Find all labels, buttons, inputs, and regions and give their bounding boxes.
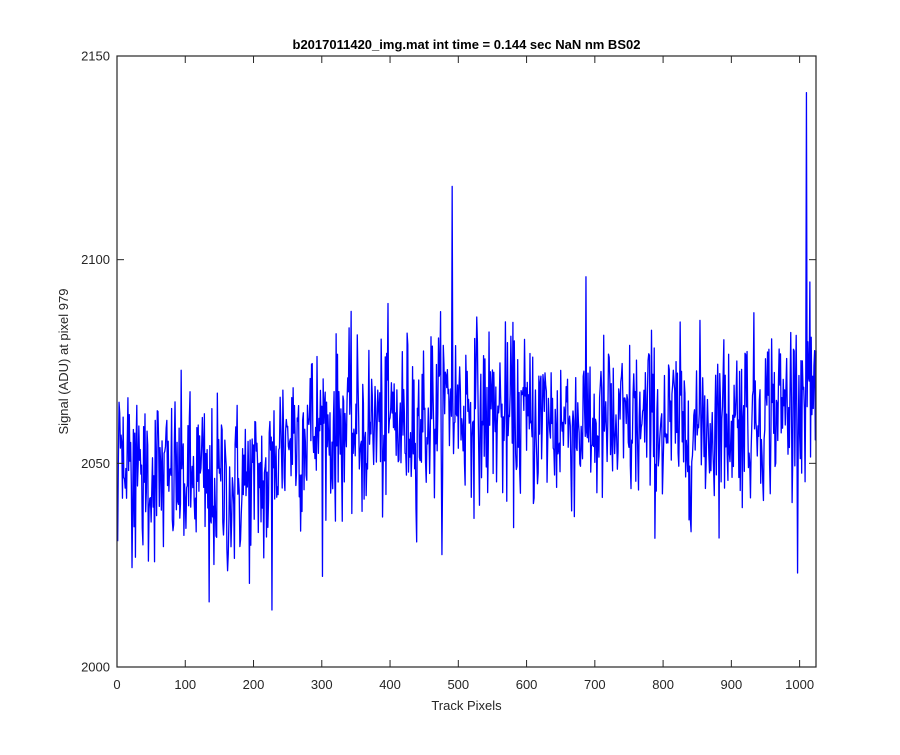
x-tick-label: 900 bbox=[721, 677, 743, 692]
y-axis-label: Signal (ADU) at pixel 979 bbox=[56, 289, 71, 435]
y-axis-ticks: 2000 2050 2100 2150 bbox=[81, 49, 816, 675]
x-tick-label: 100 bbox=[174, 677, 196, 692]
x-tick-label: 500 bbox=[447, 677, 469, 692]
x-tick-label: 400 bbox=[379, 677, 401, 692]
x-tick-label: 700 bbox=[584, 677, 606, 692]
x-tick-label: 1000 bbox=[785, 677, 814, 692]
x-tick-label: 800 bbox=[652, 677, 674, 692]
y-tick-label: 2050 bbox=[81, 456, 110, 471]
x-tick-label: 600 bbox=[516, 677, 538, 692]
x-axis-ticks: 0 100 200 300 400 500 600 700 800 900 1000 bbox=[113, 56, 814, 692]
x-axis-label: Track Pixels bbox=[431, 698, 502, 713]
plot-lines bbox=[117, 92, 817, 611]
y-tick-label: 2150 bbox=[81, 49, 110, 64]
axes-box bbox=[116, 55, 817, 668]
y-tick-label: 2100 bbox=[81, 252, 110, 267]
x-tick-label: 0 bbox=[113, 677, 120, 692]
chart-title: b2017011420_img.mat int time = 0.144 sec… bbox=[293, 37, 641, 52]
x-tick-label: 200 bbox=[243, 677, 265, 692]
signal-series-line bbox=[117, 92, 817, 611]
y-tick-label: 2000 bbox=[81, 660, 110, 675]
x-tick-label: 300 bbox=[311, 677, 333, 692]
